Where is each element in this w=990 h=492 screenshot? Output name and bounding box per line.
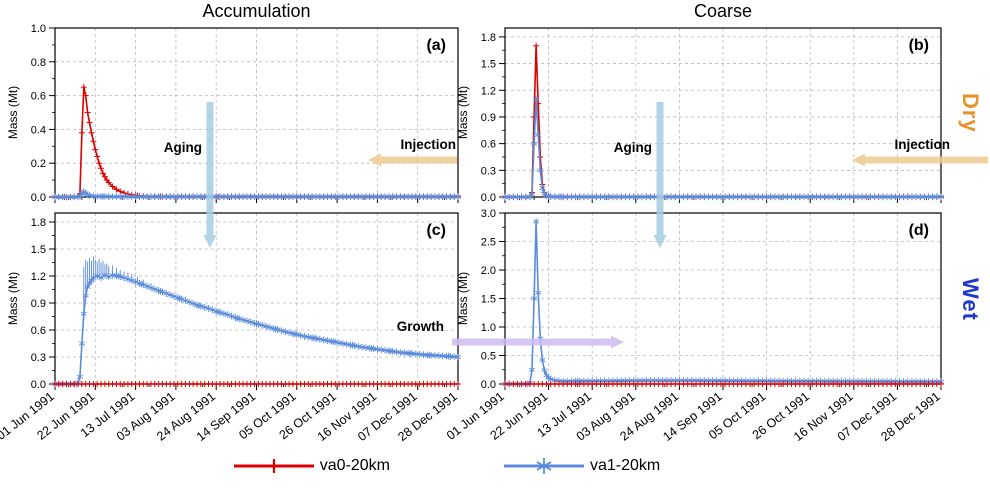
y-tick-label: 0.0: [481, 192, 496, 204]
injection-label-right: Injection: [894, 137, 950, 152]
y-tick-label: 1.8: [31, 217, 46, 229]
panel-letter-c: (c): [426, 222, 446, 239]
y-tick-label: 1.0: [31, 23, 46, 35]
y-tick-label: 1.5: [31, 244, 46, 256]
row-label-wet: Wet: [958, 277, 983, 321]
y-tick-label: 0.2: [31, 158, 46, 170]
column-title-coarse: Coarse: [693, 1, 753, 21]
growth-label: Growth: [397, 319, 444, 334]
y-tick-label: 0.6: [481, 139, 496, 151]
y-tick-label: 0.3: [481, 165, 496, 177]
y-tick-label: 1.2: [31, 271, 46, 283]
y-tick-label: 0.8: [31, 57, 46, 69]
y-tick-label: 0.0: [481, 379, 496, 391]
legend-item-va0: va0-20km: [230, 456, 390, 476]
asterisk-marker-icon: [536, 458, 552, 474]
injection-label-left: Injection: [400, 137, 456, 152]
annotation-arrows: Aging Aging Injection Injection Growth: [164, 102, 988, 349]
legend-label-va1: va1-20km: [590, 457, 661, 474]
row-label-dry: Dry: [958, 93, 983, 133]
y-tick-label: 0.6: [31, 325, 46, 337]
y-tick-label: 1.5: [481, 59, 496, 71]
aging-label-left: Aging: [164, 140, 202, 155]
column-title-accumulation: Accumulation: [202, 1, 311, 21]
panel-letter-b: (b): [909, 37, 929, 54]
y-tick-label: 0.3: [31, 352, 46, 364]
y-tick-label: 1.2: [481, 85, 496, 97]
legend-marker-plus: [233, 459, 314, 473]
y-tick-label: 3.0: [481, 208, 496, 220]
y-tick-label: 0.9: [481, 112, 496, 124]
legend-label-va0: va0-20km: [319, 457, 390, 474]
y-axis-label: Mass (Mt): [6, 272, 20, 325]
y-tick-label: 0.5: [481, 351, 496, 363]
y-tick-label: 0.9: [31, 298, 46, 310]
y-axis-label: Mass (Mt): [456, 86, 470, 139]
y-axis-label: Mass (Mt): [456, 272, 470, 325]
legend-marker-asterisk: [504, 458, 584, 474]
panel-a: 0.0 0.2 0.4 0.6 0.8 1.0 Mass (Mt) (a): [6, 23, 462, 204]
panel-letter-a: (a): [426, 37, 446, 54]
y-tick-label: 1.0: [481, 322, 496, 334]
panel-b: 0.0 0.3 0.6 0.9 1.2 1.5 1.8 Mass (Mt) (b): [456, 27, 945, 204]
y-tick-label: 0.4: [31, 124, 46, 136]
y-tick-label: 2.0: [481, 265, 496, 277]
y-axis-label: Mass (Mt): [6, 86, 20, 139]
y-tick-label: 1.8: [481, 32, 496, 44]
y-tick-label: 0.0: [31, 379, 46, 391]
legend-item-va1: va1-20km: [500, 456, 660, 476]
y-tick-label: 2.5: [481, 237, 496, 249]
y-tick-label: 1.5: [481, 294, 496, 306]
y-tick-label: 0.0: [31, 192, 46, 204]
y-tick-label: 0.6: [31, 91, 46, 103]
aging-label-right: Aging: [614, 140, 652, 155]
plus-marker-icon: [267, 459, 280, 473]
panel-letter-d: (d): [909, 222, 929, 239]
legend: va0-20km va1-20km: [0, 456, 940, 476]
